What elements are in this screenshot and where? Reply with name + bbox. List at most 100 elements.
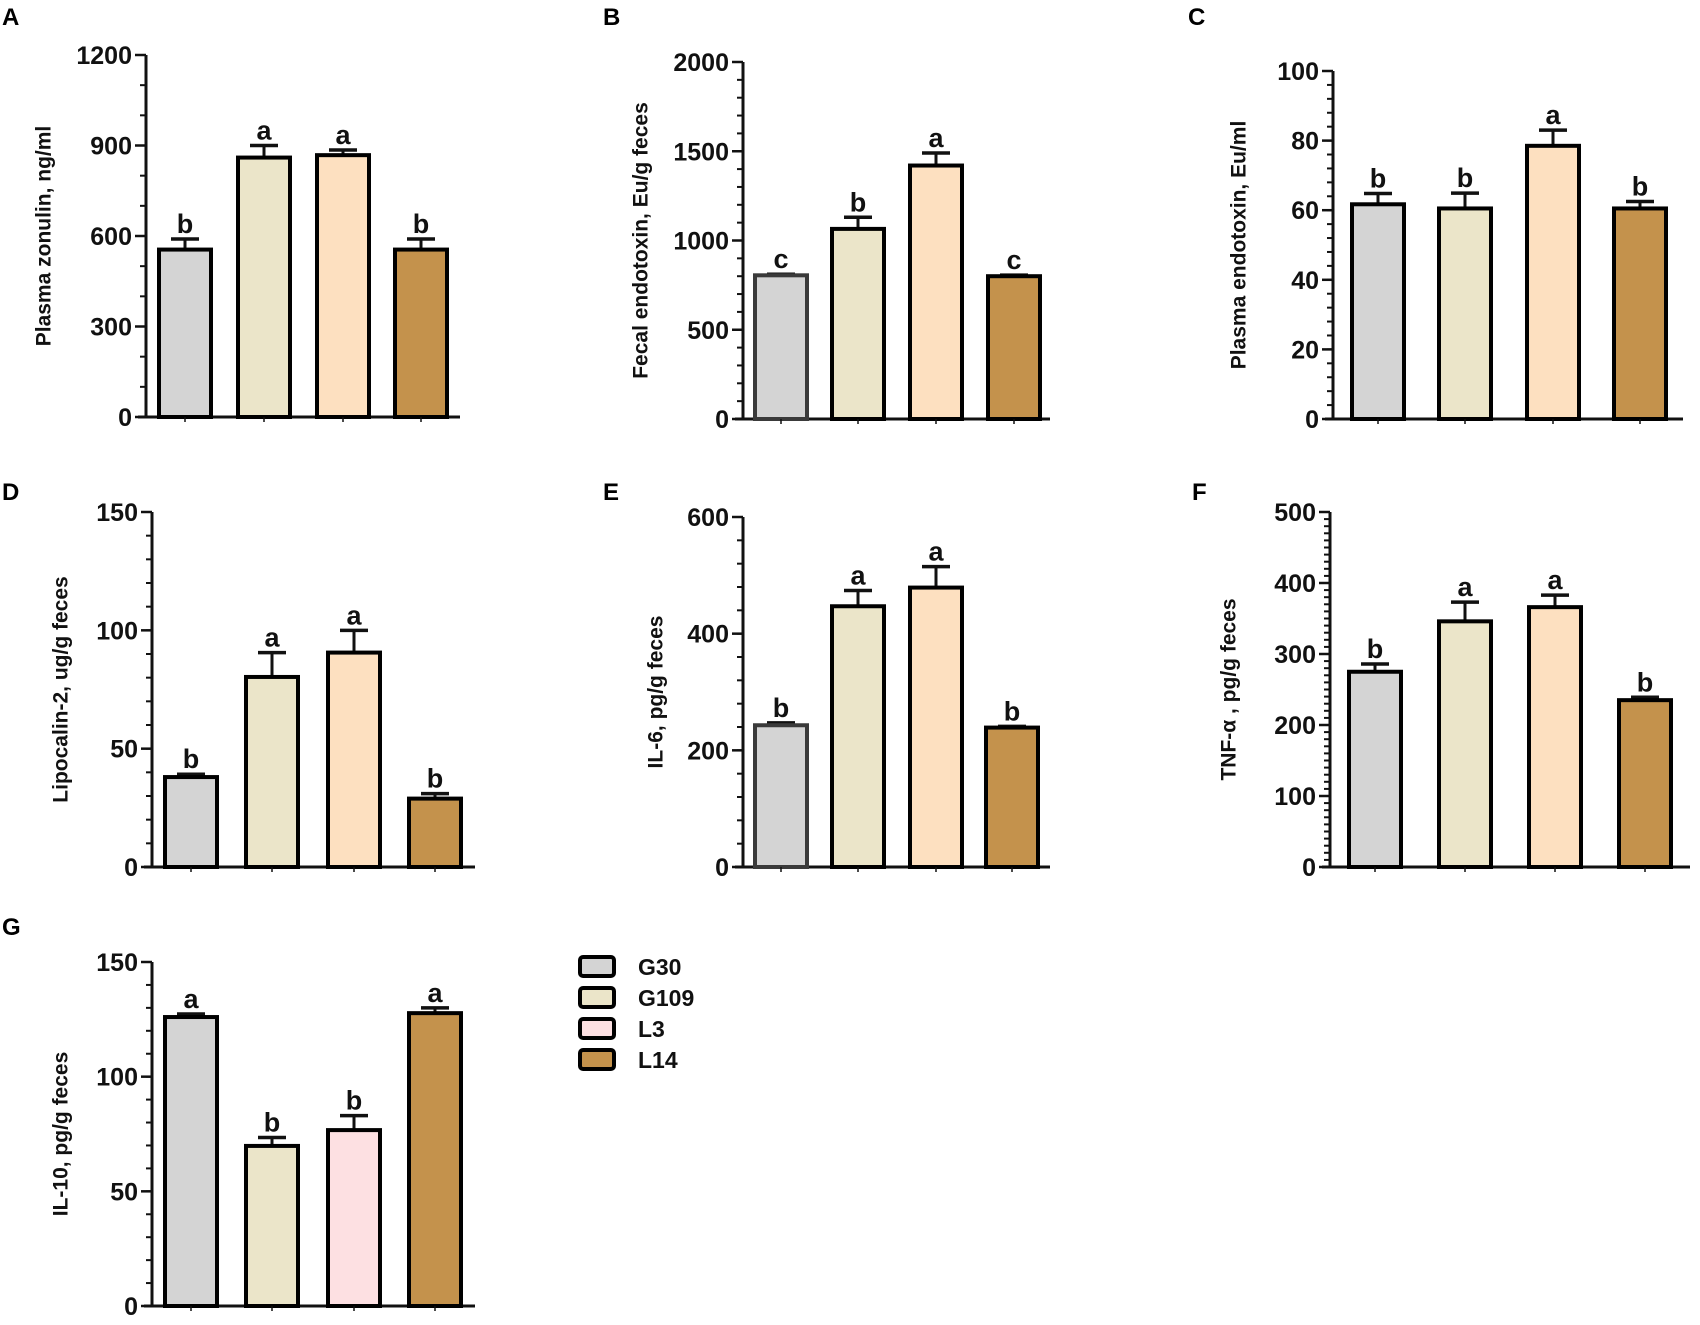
y-tick-label: 50: [110, 1178, 138, 1206]
y-tick-label: 300: [1274, 641, 1316, 669]
y-tick-label: 0: [118, 404, 132, 432]
panel-letter: G: [2, 914, 21, 941]
significance-letter: a: [335, 120, 351, 150]
y-tick-label: 1000: [673, 228, 729, 256]
bar-g30: [1347, 669, 1403, 869]
legend-label: L3: [638, 1016, 665, 1042]
y-tick-label: 0: [124, 854, 138, 882]
bar-l3: [1525, 143, 1581, 421]
significance-letter: a: [346, 600, 362, 630]
y-axis-label: IL-6, pg/g feces: [645, 616, 668, 769]
y-tick-label: 0: [715, 406, 729, 434]
bar-l3: [326, 1128, 382, 1308]
legend-label: G109: [638, 985, 694, 1011]
bar-g109: [1437, 206, 1493, 421]
y-tick-label: 2000: [673, 49, 729, 77]
bar-l14: [1617, 698, 1673, 870]
bar-g109: [244, 1143, 300, 1308]
panel-d: D Lipocalin-2, ug/g feces 0 50 100 150 b a a b: [2, 479, 475, 882]
y-tick-label: 500: [1274, 499, 1316, 527]
panel-b: B Fecal endotoxin, Eu/g feces 0 500 1000 1500…: [603, 4, 1050, 434]
bar-l14: [407, 1011, 463, 1309]
panel-f: F TNF-α , pg/g feces 0 100 200 300 400 500 b a a b: [1192, 479, 1690, 882]
y-tick-label: 0: [1302, 854, 1316, 882]
y-tick-label: 300: [90, 314, 132, 342]
bar-l14: [986, 274, 1042, 422]
significance-letter: a: [850, 561, 866, 591]
y-tick-label: 0: [124, 1293, 138, 1321]
y-tick-label: 200: [1274, 712, 1316, 740]
bar-g109: [1437, 619, 1493, 870]
panel-letter: F: [1192, 479, 1207, 506]
significance-letter: a: [1457, 572, 1473, 602]
y-tick-label: 500: [687, 317, 729, 345]
y-tick-label: 1200: [76, 42, 132, 70]
y-tick-label: 400: [687, 621, 729, 649]
bar-l3: [1527, 605, 1583, 869]
legend-swatch: [578, 955, 616, 978]
y-tick-label: 1500: [673, 138, 729, 166]
significance-letter: b: [1367, 634, 1384, 664]
y-tick-label: 60: [1291, 197, 1319, 225]
bar-g30: [157, 247, 213, 419]
bar-l14: [984, 725, 1040, 869]
y-tick-label: 600: [90, 223, 132, 251]
significance-letter: b: [346, 1086, 363, 1116]
bar-l3: [908, 585, 964, 869]
y-tick-label: 80: [1291, 128, 1319, 156]
panel-letter: A: [2, 4, 19, 31]
panel-letter: C: [1188, 4, 1205, 31]
significance-letter: b: [177, 209, 194, 239]
panel-g: G IL-10, pg/g feces 0 50 100 150 a b b a: [2, 914, 475, 1321]
legend-swatch: [578, 986, 616, 1009]
significance-letter: b: [1637, 667, 1654, 697]
bar-g109: [236, 155, 292, 419]
bar-l3: [326, 650, 382, 870]
y-tick-label: 0: [1305, 406, 1319, 434]
y-axis-label: Fecal endotoxin, Eu/g feces: [630, 102, 653, 379]
y-axis-label: Lipocalin-2, ug/g feces: [50, 576, 73, 802]
y-tick-label: 100: [1277, 58, 1319, 86]
y-tick-label: 100: [1274, 783, 1316, 811]
significance-letter: b: [427, 764, 444, 794]
bar-g109: [830, 226, 886, 421]
significance-letter: b: [1370, 163, 1387, 193]
significance-letter: b: [264, 1107, 281, 1137]
y-tick-label: 40: [1291, 267, 1319, 295]
significance-letter: c: [1006, 245, 1021, 275]
significance-letter: a: [183, 984, 199, 1014]
panel-c: C Plasma endotoxin, Eu/ml 0 20 40 60 80 100 b b a b: [1188, 4, 1683, 434]
bar-l3: [315, 153, 371, 420]
significance-letter: b: [850, 187, 867, 217]
y-tick-label: 600: [687, 504, 729, 532]
legend: G30 G109 L3 L14: [578, 954, 694, 1073]
y-axis-label: TNF-α , pg/g feces: [1218, 598, 1241, 780]
panel-letter: B: [603, 4, 620, 31]
y-tick-label: 0: [715, 854, 729, 882]
y-tick-label: 400: [1274, 570, 1316, 598]
significance-letter: a: [928, 123, 944, 153]
significance-letter: b: [1004, 696, 1021, 726]
significance-letter: b: [413, 209, 430, 239]
significance-letter: c: [773, 244, 788, 274]
panel-letter: E: [603, 479, 619, 506]
y-tick-label: 900: [90, 133, 132, 161]
panel-a: A Plasma zonulin, ng/ml 0 300 600 900 1200 b a a b: [2, 4, 460, 432]
legend-item: L14: [578, 1047, 678, 1073]
legend-label: G30: [638, 954, 681, 980]
panel-letter: D: [2, 479, 19, 506]
significance-letter: b: [183, 744, 200, 774]
bar-g30: [753, 273, 809, 421]
legend-item: G30: [578, 954, 681, 980]
significance-letter: a: [264, 623, 280, 653]
legend-swatch: [578, 1017, 616, 1040]
bar-l14: [1612, 206, 1668, 421]
y-axis-label: Plasma zonulin, ng/ml: [33, 126, 56, 347]
legend-item: G109: [578, 985, 694, 1011]
significance-letter: a: [1547, 565, 1563, 595]
significance-letter: b: [1632, 172, 1649, 202]
significance-letter: b: [1457, 163, 1474, 193]
significance-letter: a: [1545, 100, 1561, 130]
y-axis-label: IL-10, pg/g feces: [50, 1052, 73, 1217]
